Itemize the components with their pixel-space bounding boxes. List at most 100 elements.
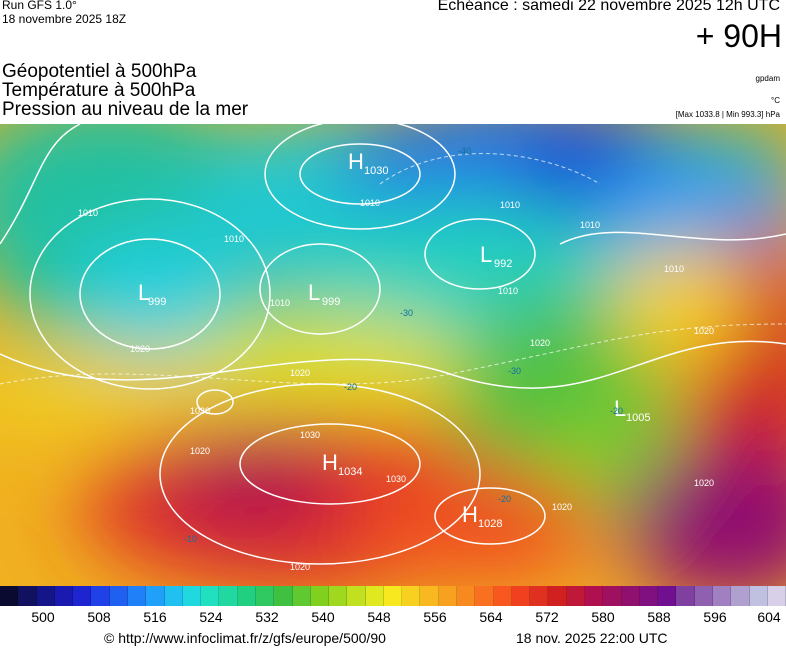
scale-label: 596 — [703, 609, 727, 625]
isotherm-label: -20 — [498, 494, 511, 504]
color-scale-labels: 500 508 516 524 532 540 548 556 564 572 … — [0, 609, 786, 629]
scale-swatch — [365, 586, 384, 606]
scale-label: 604 — [757, 609, 781, 625]
scale-swatch — [475, 586, 494, 606]
scale-label: 588 — [647, 609, 671, 625]
isobar-label: 1010 — [78, 208, 98, 218]
isobar-label: 1020 — [694, 478, 714, 488]
scale-swatch — [274, 586, 293, 606]
scale-swatch — [310, 586, 330, 606]
scale-swatch — [18, 586, 37, 606]
pressure-range: [Max 1033.8 | Min 993.3] hPa — [675, 110, 780, 119]
center-value: 999 — [148, 296, 166, 308]
unit-geopotential: gpdam — [755, 74, 780, 83]
scale-swatch — [585, 586, 604, 606]
scale-swatch — [530, 586, 549, 606]
scale-swatch — [511, 586, 531, 606]
scale-swatch — [347, 586, 366, 606]
scale-label: 572 — [535, 609, 559, 625]
scale-swatch — [749, 586, 768, 606]
isobar-label: 1020 — [530, 338, 550, 348]
isobar-label: 1020 — [290, 368, 310, 378]
center-letter: L — [308, 280, 320, 305]
center-letter: L — [480, 242, 492, 267]
scale-label: 556 — [423, 609, 447, 625]
center-letter: H — [462, 502, 478, 527]
run-date: 18 novembre 2025 18Z — [2, 12, 127, 26]
scale-swatch — [329, 586, 348, 606]
scale-label: 516 — [143, 609, 167, 625]
scale-swatch — [639, 586, 659, 606]
scale-swatch — [731, 586, 750, 606]
scale-swatch — [255, 586, 275, 606]
scale-swatch — [182, 586, 202, 606]
scale-swatch — [73, 586, 92, 606]
scale-swatch — [0, 586, 19, 606]
scale-swatch — [292, 586, 311, 606]
isobar-label: 1010 — [664, 264, 684, 274]
center-value: 1030 — [364, 165, 388, 177]
scale-swatch — [676, 586, 695, 606]
isobar-label: 1020 — [130, 344, 150, 354]
isotherm-label: -10 — [184, 534, 197, 544]
isotherm-label: -40 — [458, 146, 471, 156]
scale-swatch — [36, 586, 55, 606]
scale-swatch — [383, 586, 403, 606]
isobar-label: 1010 — [580, 220, 600, 230]
scale-swatch — [712, 586, 732, 606]
scale-swatch — [621, 586, 640, 606]
isobar-label: 1030 — [300, 430, 320, 440]
isotherm-label: -30 — [508, 366, 521, 376]
scale-label: 580 — [591, 609, 615, 625]
scale-label: 532 — [255, 609, 279, 625]
center-value: 992 — [494, 258, 512, 270]
isotherm-label: -20 — [610, 406, 623, 416]
scale-swatch — [402, 586, 421, 606]
isobar-label: 1030 — [386, 474, 406, 484]
center-value: 1028 — [478, 518, 502, 530]
layer-geopotential: Géopotentiel à 500hPa — [2, 61, 197, 82]
layer-pressure: Pression au niveau de la mer — [2, 99, 249, 120]
copyright-link[interactable]: © http://www.infoclimat.fr/z/gfs/europe/… — [104, 630, 386, 646]
scale-swatch — [767, 586, 786, 606]
isobar-label: 1010 — [500, 200, 520, 210]
scale-swatch — [219, 586, 238, 606]
isobar-label: 1010 — [498, 286, 518, 296]
isobar-label: 1010 — [270, 298, 290, 308]
scale-swatch — [146, 586, 165, 606]
scale-label: 524 — [199, 609, 223, 625]
scale-label: 548 — [367, 609, 391, 625]
isobar-label: 1010 — [224, 234, 244, 244]
scale-swatch — [493, 586, 512, 606]
scale-swatch — [457, 586, 476, 606]
color-scale — [0, 586, 786, 606]
scale-label: 500 — [31, 609, 55, 625]
unit-temperature: °C — [771, 96, 780, 105]
scale-swatch — [548, 586, 567, 606]
scale-swatch — [438, 586, 458, 606]
scale-label: 564 — [479, 609, 503, 625]
center-value: 1034 — [338, 466, 362, 478]
pressure-center-2: L 992 — [480, 242, 512, 270]
center-letter: H — [322, 450, 338, 475]
isobar-label: 1020 — [552, 502, 572, 512]
run-title: Run GFS 1.0° — [2, 0, 77, 12]
scale-swatch — [91, 586, 110, 606]
scale-swatch — [694, 586, 713, 606]
scale-swatch — [603, 586, 622, 606]
center-letter: H — [348, 149, 364, 174]
scale-swatch — [127, 586, 147, 606]
scale-swatch — [566, 586, 585, 606]
scale-swatch — [109, 586, 128, 606]
forecast-time: Echéance : samedi 22 novembre 2025 12h U… — [437, 0, 780, 14]
run-time: 18 nov. 2025 22:00 UTC — [516, 630, 668, 646]
scale-swatch — [164, 586, 183, 606]
isobar-label: 1020 — [190, 446, 210, 456]
pressure-center-7: L 1005 — [614, 396, 650, 424]
pressure-center-4: L 999 — [308, 280, 340, 308]
lead-time: + 90H — [695, 18, 782, 54]
isobar-label: 1020 — [694, 326, 714, 336]
pressure-center-6: H 1028 — [462, 502, 502, 530]
